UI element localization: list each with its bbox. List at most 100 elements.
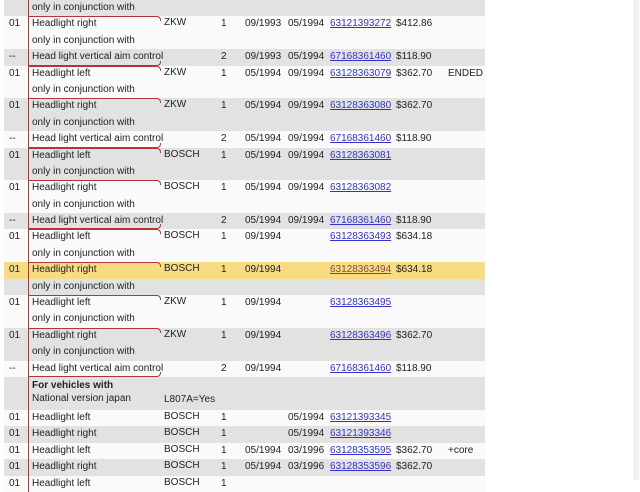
quantity: 2 — [221, 215, 227, 227]
part-number-link[interactable]: 63128363496 — [330, 329, 392, 341]
part-number-link[interactable]: 67168361460 — [330, 362, 392, 374]
part-description: Headlight right — [28, 426, 159, 443]
table-row: -- Head light vertical aim control 2 05/199… — [4, 131, 485, 148]
manufacturer: ZKW — [164, 17, 187, 29]
row-number: -- — [9, 215, 16, 227]
part-description: Headlight right — [28, 327, 161, 345]
date-from: 09/1994 — [245, 297, 282, 309]
manufacturer: ZKW — [164, 66, 187, 78]
price: $118.90 — [396, 133, 432, 145]
part-description: Headlight right — [28, 16, 161, 33]
date-from: 05/1994 — [245, 461, 282, 473]
quantity: 1 — [221, 297, 227, 309]
date-from: 05/1994 — [245, 100, 282, 112]
row-number: -- — [9, 362, 16, 374]
table-row: 01 Headlight left ZKW 1 05/1994 09/1994 631283… — [4, 65, 485, 82]
date-from: 09/1994 — [245, 329, 282, 341]
manufacturer: BOSCH — [164, 410, 200, 422]
table-row: -- Head light vertical aim control 2 09/199… — [4, 49, 485, 66]
row-number: 01 — [9, 477, 21, 489]
price: $362.70 — [396, 444, 433, 456]
quantity: 1 — [221, 329, 227, 341]
part-number-link[interactable]: 63128363493 — [330, 231, 392, 243]
quantity: 1 — [221, 149, 227, 161]
manufacturer: ZKW — [164, 296, 187, 308]
date-from: 05/1994 — [245, 215, 282, 227]
group-header-condition: National version japan — [32, 392, 131, 404]
date-from: 09/1993 — [245, 51, 282, 63]
part-description: Headlight left — [28, 409, 159, 427]
part-number-link[interactable]: 63128363082 — [330, 182, 392, 194]
group-header-text: For vehicles with National version japan — [32, 379, 131, 405]
part-number-link[interactable]: 67168361460 — [330, 51, 392, 63]
price: $362.70 — [396, 461, 433, 473]
part-description: Headlight left — [28, 442, 159, 460]
part-number-link[interactable]: 63121393272 — [330, 18, 392, 30]
part-description: Headlight left — [28, 475, 159, 492]
price: $118.90 — [396, 215, 432, 227]
conjunction-note-row: only in conjunction with — [4, 311, 485, 328]
conjunction-note-row: only in conjunction with — [4, 81, 485, 99]
part-number-link[interactable]: 63121393345 — [330, 411, 392, 423]
part-number-link[interactable]: 63128363081 — [330, 149, 392, 161]
manufacturer: BOSCH — [164, 476, 200, 488]
conjunction-note: only in conjunction with — [28, 114, 159, 132]
table-row: 01 Headlight right BOSCH 1 05/1994 09/1994 631… — [4, 180, 485, 197]
part-number-link[interactable]: 67168361460 — [330, 133, 392, 145]
table-row: 01 Headlight right BOSCH 1 09/1994 6312836349… — [4, 262, 485, 279]
part-number-link[interactable]: 63128353595 — [330, 444, 392, 456]
row-number: 01 — [9, 428, 21, 440]
row-number: 01 — [9, 444, 21, 456]
date-to: 05/1994 — [288, 428, 325, 440]
manufacturer: ZKW — [164, 99, 187, 111]
price: $362.70 — [396, 100, 433, 112]
conjunction-note-row: only in conjunction with — [4, 0, 485, 17]
part-description: Headlight right — [28, 262, 161, 279]
date-to: 05/1994 — [288, 18, 325, 30]
part-number-link[interactable]: 63128353596 — [330, 461, 392, 473]
part-number-link[interactable]: 63128363494 — [330, 264, 392, 276]
date-to: 05/1994 — [288, 411, 325, 423]
part-number-link[interactable]: 63128363495 — [330, 297, 392, 309]
date-from: 09/1994 — [245, 231, 282, 243]
parts-table: only in conjunction with 01 Headlight righ… — [4, 0, 485, 492]
date-to: 03/1996 — [288, 444, 325, 456]
part-description: Headlight left — [28, 147, 161, 164]
date-to: 03/1996 — [288, 461, 325, 473]
row-number: 01 — [9, 329, 21, 341]
date-from: 05/1994 — [245, 67, 282, 79]
table-row: -- Head light vertical aim control 2 09/199… — [4, 360, 485, 378]
table-row: 01 Headlight left BOSCH 1 — [4, 475, 485, 492]
group-header-row: For vehicles with National version japan L… — [4, 376, 485, 410]
part-description: Head light vertical aim control — [28, 213, 163, 230]
quantity: 2 — [221, 133, 227, 145]
date-to: 09/1994 — [288, 133, 325, 145]
date-to: 09/1994 — [288, 149, 325, 161]
part-description: Head light vertical aim control — [28, 131, 163, 148]
row-number: 01 — [9, 182, 21, 194]
manufacturer: BOSCH — [164, 230, 200, 242]
group-header-title: For vehicles with — [32, 379, 114, 391]
price: $118.90 — [396, 51, 432, 63]
part-number-link[interactable]: 67168361460 — [330, 215, 392, 227]
vertical-scrollbar[interactable] — [634, 0, 639, 480]
quantity: 1 — [221, 264, 227, 276]
date-to: 09/1994 — [288, 67, 325, 79]
part-number-link[interactable]: 63128363080 — [330, 100, 392, 112]
part-number-link[interactable]: 63128363079 — [330, 67, 392, 79]
table-row: -- Head light vertical aim control 2 05/199… — [4, 213, 485, 230]
row-number: -- — [9, 51, 16, 63]
part-number-link[interactable]: 63121393346 — [330, 428, 392, 440]
date-from: 09/1994 — [245, 362, 282, 374]
conjunction-note: only in conjunction with — [28, 344, 159, 361]
row-number: 01 — [9, 18, 21, 30]
date-from: 05/1994 — [245, 444, 282, 456]
row-number: 01 — [9, 231, 21, 243]
quantity: 1 — [221, 444, 227, 456]
table-row: 01 Headlight left BOSCH 1 05/1994 63121393345 — [4, 409, 485, 427]
quantity: 1 — [221, 100, 227, 112]
note: ENDED — [448, 67, 484, 79]
conjunction-note: only in conjunction with — [28, 163, 159, 181]
date-from: 05/1994 — [245, 133, 282, 145]
conjunction-note-row: only in conjunction with — [4, 32, 485, 50]
